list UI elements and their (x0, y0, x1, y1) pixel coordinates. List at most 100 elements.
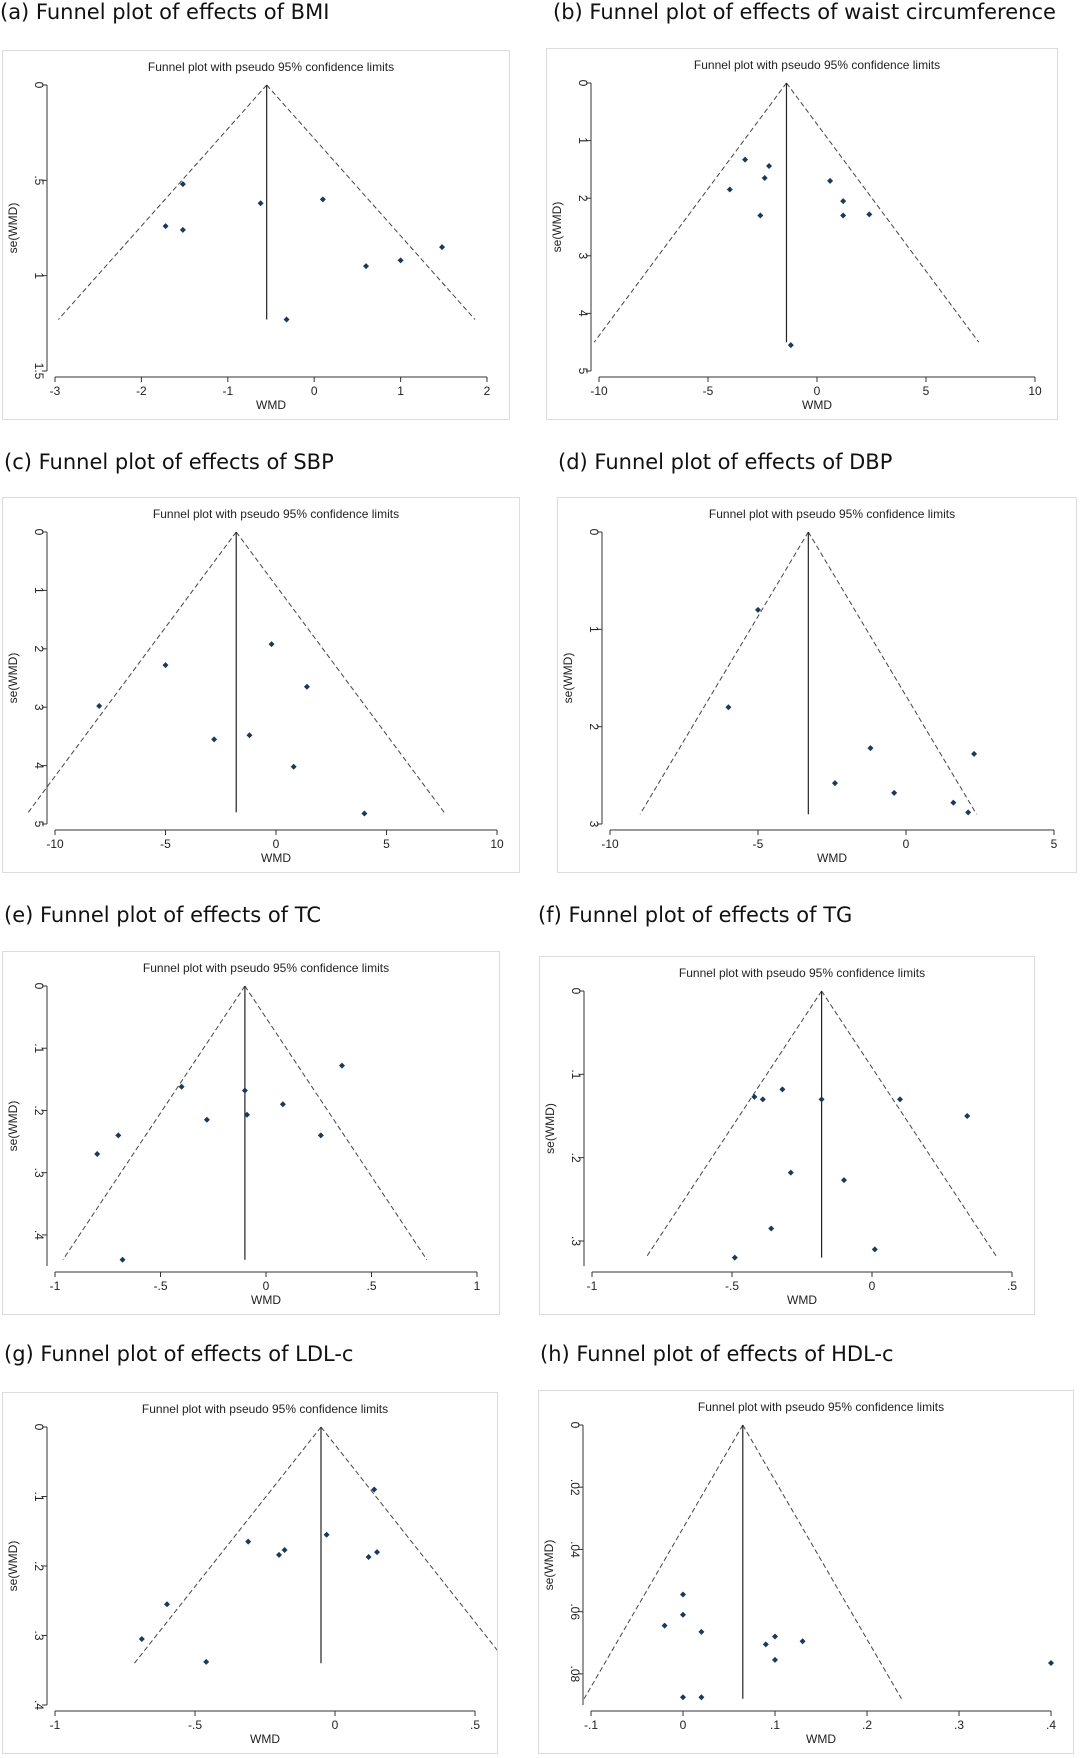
y-tick-label: 2 (576, 195, 590, 202)
y-tick-label: 1 (32, 272, 46, 279)
study-point (757, 212, 764, 219)
funnel-plot-svg: Funnel plot with pseudo 95% confidence l… (6, 507, 504, 865)
y-tick-label: 1.5 (32, 363, 46, 380)
funnel-plot-svg: Funnel plot with pseudo 95% confidence l… (561, 507, 1058, 865)
study-point (162, 223, 169, 230)
y-tick-label: 5 (576, 368, 590, 375)
chart-title: Funnel plot with pseudo 95% confidence l… (709, 507, 955, 521)
x-tick-label: 1 (474, 1279, 481, 1293)
y-tick-label: 1 (587, 626, 601, 633)
study-point (268, 641, 275, 648)
funnel-plot-svg: Funnel plot with pseudo 95% confidence l… (543, 966, 1017, 1307)
y-tick-label: .3 (32, 1168, 46, 1178)
study-point (772, 1656, 778, 1663)
x-axis-title: WMD (787, 1293, 817, 1307)
x-axis-title: WMD (261, 851, 291, 865)
study-point (1048, 1660, 1054, 1666)
funnel-left-limit (58, 84, 268, 320)
chart-title: Funnel plot with pseudo 95% confidence l… (153, 507, 399, 521)
funnel-right-limit (807, 531, 977, 815)
x-tick-label: -.5 (153, 1279, 167, 1293)
funnel-chart-ldl: Funnel plot with pseudo 95% confidence l… (2, 1392, 498, 1754)
y-tick-label: .02 (568, 1479, 582, 1496)
y-tick-label: 0 (32, 529, 46, 536)
y-tick-label: .2 (32, 1105, 46, 1115)
study-point (203, 1658, 210, 1665)
x-tick-label: 10 (1028, 384, 1042, 398)
x-tick-label: .2 (862, 1718, 872, 1732)
study-point (779, 1086, 786, 1093)
study-point (761, 175, 768, 182)
y-tick-label: 2 (587, 723, 601, 730)
x-tick-label: 1 (397, 384, 404, 398)
study-point (840, 212, 847, 219)
funnel-chart-bmi: Funnel plot with pseudo 95% confidence l… (2, 50, 510, 420)
study-point (841, 1177, 847, 1184)
y-tick-label: .08 (568, 1666, 582, 1683)
x-axis-title: WMD (806, 1732, 836, 1746)
panel-b-caption: (b) Funnel plot of effects of waist circ… (553, 0, 1056, 24)
study-point (866, 211, 873, 218)
study-point (138, 1635, 145, 1642)
study-point (787, 342, 794, 349)
panel-f-caption: (f) Funnel plot of effects of TG (538, 903, 853, 927)
chart-title: Funnel plot with pseudo 95% confidence l… (698, 1400, 944, 1414)
x-tick-label: 0 (273, 837, 280, 851)
funnel-right-limit (235, 531, 445, 813)
funnel-left-limit (27, 531, 237, 813)
y-axis-title: se(WMD) (542, 1540, 556, 1591)
study-point (818, 1096, 825, 1103)
funnel-plot-svg: Funnel plot with pseudo 95% confidence l… (6, 1402, 497, 1746)
y-tick-label: 4 (32, 762, 46, 769)
study-point (179, 226, 186, 233)
study-point (257, 200, 264, 207)
study-point (283, 316, 290, 323)
x-tick-label: .3 (954, 1718, 964, 1732)
x-tick-label: 0 (814, 384, 821, 398)
funnel-left-limit (639, 531, 809, 815)
x-tick-label: 0 (680, 1718, 687, 1732)
chart-title: Funnel plot with pseudo 95% confidence l… (143, 961, 389, 975)
y-tick-label: .5 (32, 175, 46, 185)
y-axis-title: se(WMD) (6, 203, 20, 254)
study-point (698, 1628, 705, 1635)
y-tick-label: 0 (587, 529, 601, 536)
funnel-right-limit (786, 82, 980, 343)
study-point (891, 789, 898, 796)
funnel-left-limit (593, 82, 787, 343)
x-tick-label: -5 (703, 384, 714, 398)
study-point (742, 156, 749, 163)
y-tick-label: 0 (32, 82, 46, 89)
y-tick-label: 3 (587, 821, 601, 828)
y-axis-title: se(WMD) (561, 653, 575, 704)
x-tick-label: .5 (1007, 1279, 1017, 1293)
study-point (950, 799, 957, 806)
study-point (827, 177, 834, 184)
study-point (725, 704, 732, 711)
y-tick-label: .1 (32, 1491, 46, 1501)
study-point (317, 1132, 324, 1139)
study-point (245, 1538, 252, 1545)
study-point (290, 763, 297, 770)
study-point (766, 162, 773, 169)
study-point (768, 1225, 775, 1232)
study-point (755, 606, 761, 613)
study-point (164, 1601, 170, 1608)
funnel-chart-tc: Funnel plot with pseudo 95% confidence l… (2, 951, 500, 1315)
x-axis-title: WMD (256, 398, 286, 412)
x-tick-label: .1 (770, 1718, 780, 1732)
study-point (762, 1641, 769, 1648)
x-axis-title: WMD (250, 1732, 280, 1746)
y-tick-label: 2 (32, 645, 46, 652)
funnel-plot-svg: Funnel plot with pseudo 95% confidence l… (542, 1400, 1056, 1746)
study-point (731, 1254, 738, 1261)
funnel-left-limit (62, 985, 246, 1261)
funnel-left-limit (583, 1424, 744, 1700)
study-point (338, 1062, 345, 1069)
study-point (246, 732, 253, 739)
y-tick-label: 0 (576, 80, 590, 87)
study-point (119, 1256, 126, 1263)
study-point (276, 1551, 282, 1558)
x-axis-title: WMD (251, 1293, 281, 1307)
x-tick-label: .5 (470, 1718, 480, 1732)
